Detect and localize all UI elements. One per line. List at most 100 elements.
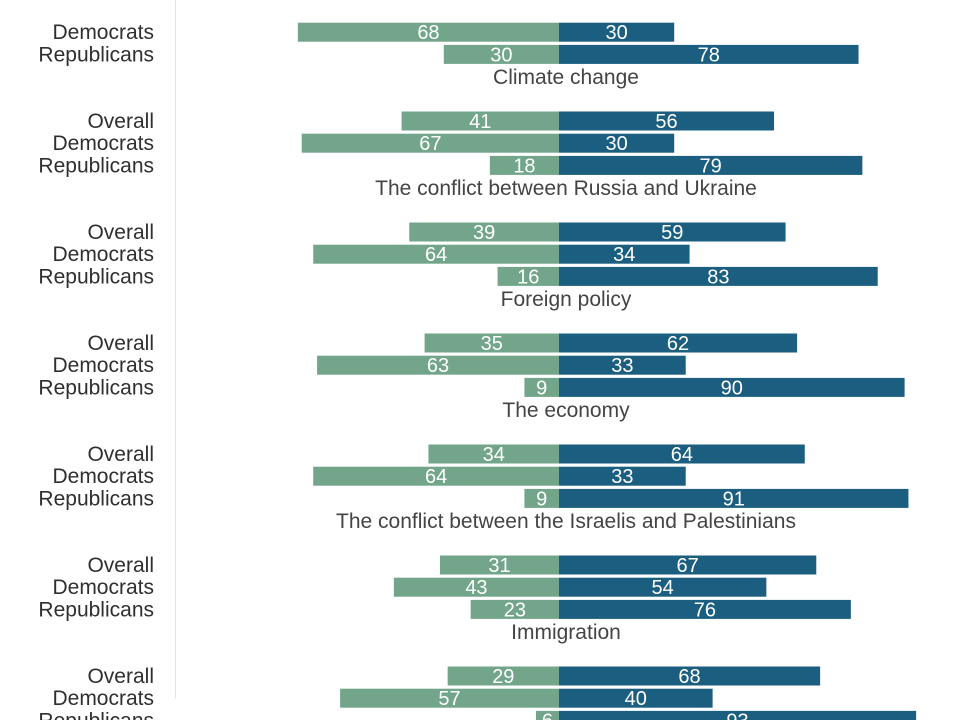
group-title: Foreign policy <box>501 288 632 311</box>
group-title: Immigration <box>511 621 621 644</box>
value-label-right: 54 <box>652 577 674 599</box>
value-label-right: 68 <box>678 666 700 688</box>
value-label-right: 79 <box>700 155 722 177</box>
value-label-left: 29 <box>492 666 514 688</box>
bar-right-overall <box>559 333 798 353</box>
value-label-left: 63 <box>427 355 449 377</box>
bar-left-democrats <box>340 688 559 708</box>
bar-left-overall <box>439 555 559 575</box>
value-label-right: 90 <box>721 377 743 399</box>
group-title: The conflict between the Israelis and Pa… <box>336 510 796 533</box>
bar-right-republicans <box>559 266 878 286</box>
value-label-left: 64 <box>425 244 447 266</box>
value-label-left: 6 <box>542 710 553 720</box>
value-label-left: 9 <box>536 488 547 510</box>
bar-left-democrats <box>313 244 559 264</box>
row-label-republicans: Republicans <box>38 265 154 288</box>
bar-right-overall <box>559 111 775 131</box>
value-label-right: 56 <box>655 111 677 133</box>
bar-right-democrats <box>559 688 713 708</box>
bar-right-republicans <box>559 155 863 175</box>
value-label-right: 83 <box>707 266 729 288</box>
bar-right-republicans <box>559 488 909 508</box>
bar-left-democrats <box>317 355 559 375</box>
row-label-overall: Overall <box>87 554 154 577</box>
bar-right-overall <box>559 444 805 464</box>
value-label-left: 9 <box>536 377 547 399</box>
group-title: The conflict between Russia and Ukraine <box>375 177 757 200</box>
value-label-left: 31 <box>488 555 510 577</box>
bar-right-overall <box>559 222 786 242</box>
value-label-right: 40 <box>625 688 647 710</box>
value-label-right: 93 <box>726 710 748 720</box>
bar-left-republicans <box>489 155 559 175</box>
bar-left-overall <box>447 666 559 686</box>
bar-left-overall <box>428 444 559 464</box>
bar-left-overall <box>409 222 559 242</box>
bar-right-democrats <box>559 133 675 153</box>
bar-left-republicans <box>497 266 559 286</box>
row-label-overall: Overall <box>87 665 154 688</box>
value-label-left: 57 <box>438 688 460 710</box>
bar-left-overall <box>401 111 559 131</box>
row-label-republicans: Republicans <box>38 43 154 66</box>
value-label-left: 30 <box>490 44 512 66</box>
bar-right-overall <box>559 555 817 575</box>
bar-left-democrats <box>297 22 559 42</box>
row-label-democrats: Democrats <box>52 132 154 155</box>
row-label-democrats: Democrats <box>52 21 154 44</box>
bar-left-republicans <box>443 44 559 64</box>
value-label-left: 34 <box>483 444 505 466</box>
row-label-democrats: Democrats <box>52 465 154 488</box>
row-label-republicans: Republicans <box>38 376 154 399</box>
bar-left-republicans <box>524 488 559 508</box>
bar-right-democrats <box>559 355 686 375</box>
value-label-right: 30 <box>605 133 627 155</box>
value-label-left: 43 <box>465 577 487 599</box>
row-label-republicans: Republicans <box>38 709 154 720</box>
row-label-democrats: Democrats <box>52 576 154 599</box>
bar-right-democrats <box>559 577 767 597</box>
row-label-overall: Overall <box>87 221 154 244</box>
value-label-left: 16 <box>517 266 539 288</box>
row-label-overall: Overall <box>87 110 154 133</box>
value-label-right: 67 <box>677 555 699 577</box>
value-label-right: 78 <box>698 44 720 66</box>
value-label-right: 76 <box>694 599 716 621</box>
bar-right-republicans <box>559 710 917 720</box>
row-label-republicans: Republicans <box>38 154 154 177</box>
value-label-right: 59 <box>661 222 683 244</box>
value-label-right: 33 <box>611 466 633 488</box>
value-label-left: 39 <box>473 222 495 244</box>
bar-right-republicans <box>559 44 859 64</box>
bar-right-democrats <box>559 244 690 264</box>
row-label-overall: Overall <box>87 443 154 466</box>
value-label-right: 62 <box>667 333 689 355</box>
bar-left-republicans <box>470 599 559 619</box>
bar-left-democrats <box>393 577 559 597</box>
value-label-left: 23 <box>504 599 526 621</box>
value-label-left: 18 <box>513 155 535 177</box>
group-title: Climate change <box>493 66 639 89</box>
bar-right-democrats <box>559 22 675 42</box>
row-label-republicans: Republicans <box>38 598 154 621</box>
value-label-right: 30 <box>605 22 627 44</box>
row-label-republicans: Republicans <box>38 487 154 510</box>
value-label-right: 91 <box>723 488 745 510</box>
bar-left-republicans <box>535 710 559 720</box>
bar-right-republicans <box>559 599 851 619</box>
value-label-left: 67 <box>419 133 441 155</box>
value-label-left: 41 <box>469 111 491 133</box>
label-divider-line <box>175 0 176 698</box>
row-label-democrats: Democrats <box>52 243 154 266</box>
bar-left-republicans <box>524 377 559 397</box>
group-title: The economy <box>502 399 630 422</box>
bar-right-overall <box>559 666 821 686</box>
bar-left-democrats <box>301 133 559 153</box>
value-label-right: 64 <box>671 444 693 466</box>
value-label-left: 35 <box>481 333 503 355</box>
row-label-overall: Overall <box>87 332 154 355</box>
value-label-left: 68 <box>417 22 439 44</box>
bar-right-democrats <box>559 466 686 486</box>
